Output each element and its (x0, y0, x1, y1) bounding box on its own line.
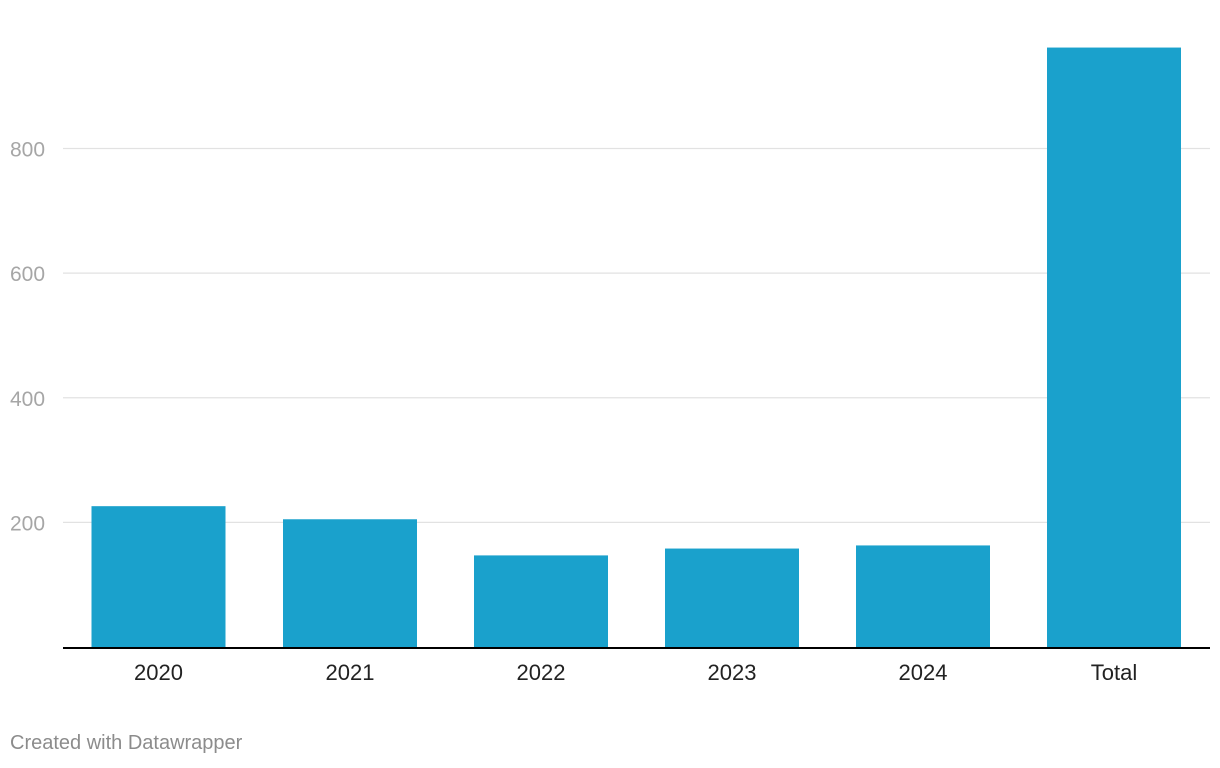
bar-2023 (665, 548, 799, 647)
x-tick-label-2023: 2023 (708, 660, 757, 685)
y-tick-label-200: 200 (10, 512, 45, 535)
bar-2022 (474, 555, 608, 647)
bar-2021 (283, 519, 417, 647)
x-tick-label-2024: 2024 (899, 660, 948, 685)
y-tick-label-600: 600 (10, 263, 45, 286)
credit-text: Created with Datawrapper (10, 732, 243, 754)
y-axis: 200 400 600 800 (10, 139, 45, 536)
bar-2020 (91, 506, 226, 647)
x-tick-label-2020: 2020 (134, 660, 183, 685)
x-tick-label-Total: Total (1091, 660, 1137, 685)
y-tick-label-800: 800 (10, 139, 45, 162)
y-tick-label-400: 400 (10, 388, 45, 411)
bar-Total (1047, 47, 1181, 647)
x-axis: 2020 2021 2022 2023 2024 Total (134, 660, 1137, 685)
x-tick-label-2022: 2022 (517, 660, 566, 685)
bar-2024 (856, 545, 990, 647)
x-tick-label-2021: 2021 (326, 660, 375, 685)
bars (91, 47, 1181, 647)
gridlines (63, 147, 1210, 523)
